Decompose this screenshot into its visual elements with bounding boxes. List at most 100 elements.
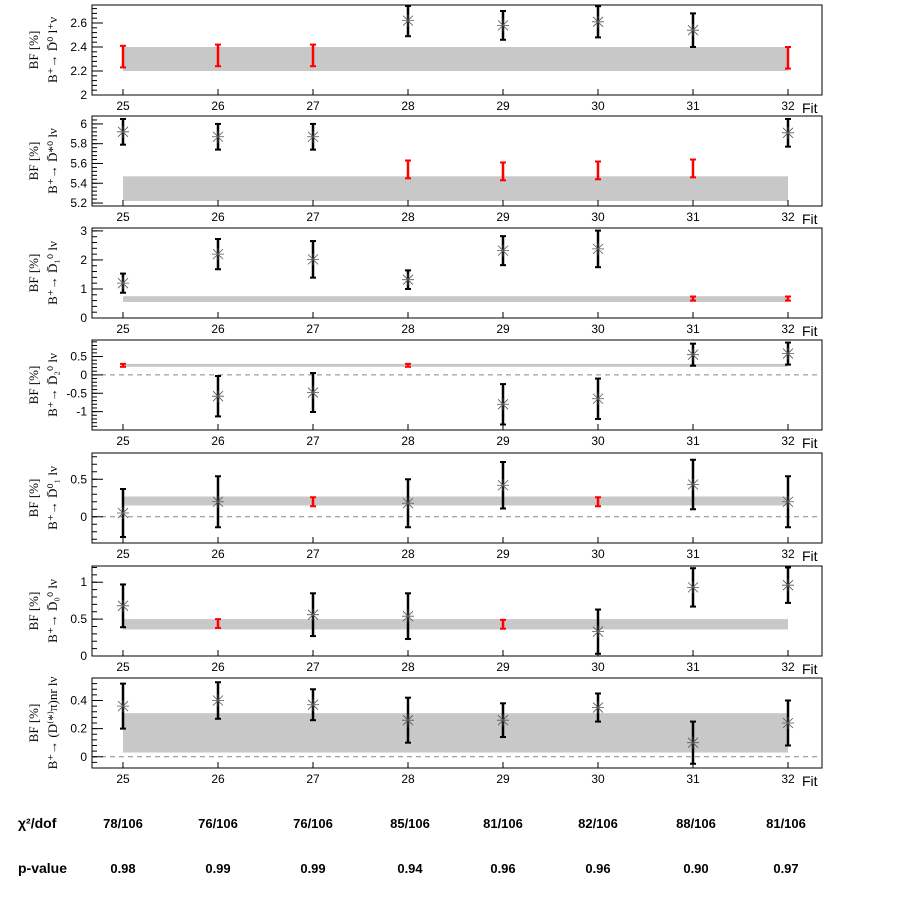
point-marker	[307, 253, 319, 266]
x-tick-label: 28	[401, 210, 415, 224]
x-tick-label: 29	[496, 660, 510, 674]
y-tick-label: 5.8	[70, 137, 87, 151]
x-tick-label: 29	[496, 772, 510, 786]
data-point-fit-30	[592, 5, 604, 39]
x-tick-label: 30	[591, 660, 605, 674]
data-point-fit-32	[782, 117, 794, 148]
point-marker	[212, 248, 224, 261]
data-point-fit-31	[690, 158, 696, 179]
x-tick-label: 28	[401, 434, 415, 448]
x-axis-title: Fit	[802, 435, 818, 451]
data-point-fit-25	[117, 682, 129, 730]
point-marker	[117, 599, 129, 612]
point-marker	[687, 736, 699, 749]
data-point-fit-27	[310, 43, 316, 68]
x-tick-label: 25	[116, 772, 130, 786]
point-marker	[497, 244, 509, 257]
data-point-fit-32	[782, 699, 794, 747]
x-tick-label: 29	[496, 99, 510, 113]
pvalue-value: 0.96	[490, 861, 515, 876]
y-tick-label: 2	[80, 88, 87, 102]
data-point-fit-32	[782, 341, 794, 366]
x-tick-label: 30	[591, 322, 605, 336]
chi2-value: 82/106	[578, 816, 618, 831]
data-point-fit-26	[212, 375, 224, 418]
y-tick-label: 0.2	[70, 722, 87, 736]
data-point-fit-29	[497, 383, 509, 426]
x-tick-label: 28	[401, 660, 415, 674]
point-marker	[117, 507, 129, 519]
y-tick-label: 6	[80, 117, 87, 131]
chart-panel-6: 0 0.5 1 25 26 27 28 29 30 31 32 Fit BF [%] B⁺→ D̄₀⁰ l…	[26, 565, 823, 677]
average-band	[123, 496, 788, 506]
point-marker	[402, 610, 414, 623]
chi2-value: 76/106	[293, 816, 333, 831]
y-tick-label: 0.4	[70, 694, 87, 708]
fit-quality-table: χ²/dof 78/106 76/106 76/106 85/106 81/106 82/…	[18, 815, 806, 876]
y-axis-decay-label: B⁺→ D̄⁰₁ lν	[45, 466, 60, 530]
x-tick-label: 27	[306, 99, 320, 113]
y-axis-title: BF [%]	[26, 704, 41, 743]
data-point-fit-30	[592, 608, 604, 655]
x-tick-label: 31	[686, 434, 700, 448]
data-point-fit-26	[212, 681, 224, 720]
pvalue-value: 0.98	[110, 861, 135, 876]
point-marker	[117, 700, 129, 713]
x-tick-label: 25	[116, 210, 130, 224]
y-axis-title: BF [%]	[26, 479, 41, 518]
y-tick-label: 5.4	[70, 176, 87, 190]
x-tick-label: 27	[306, 210, 320, 224]
pvalue-value: 0.90	[683, 861, 708, 876]
y-axis-decay-label: B⁺→ D̄₀⁰ lν	[45, 579, 60, 643]
data-point-fit-29	[497, 702, 509, 739]
data-point-fit-29	[500, 618, 506, 630]
data-point-fit-25	[120, 44, 126, 69]
x-tick-label: 25	[116, 322, 130, 336]
y-tick-label: 0	[80, 750, 87, 764]
y-tick-label: 2	[80, 253, 87, 267]
chart-panel-3: 0 1 2 3 25 26 27 28 29 30 31 32 Fit BF [%] B⁺→ D̄₁⁰ lν	[26, 224, 823, 339]
pvalue-value: 0.97	[773, 861, 798, 876]
data-point-fit-27	[307, 122, 319, 151]
plot-frame	[91, 339, 823, 431]
x-axis-title: Fit	[802, 100, 818, 116]
y-axis-decay-label: B⁺→ D̄*⁰ lν	[45, 128, 60, 194]
chart-panel-2: 5.2 5.4 5.6 5.8 6 25 26 27 28 29 30 31 32 Fit BF [%] B⁺…	[26, 115, 823, 227]
y-tick-label: 3	[80, 224, 87, 238]
x-tick-label: 31	[686, 99, 700, 113]
x-tick-label: 30	[591, 434, 605, 448]
data-point-fit-25	[117, 488, 129, 538]
point-marker	[212, 694, 224, 707]
x-tick-label: 29	[496, 322, 510, 336]
point-marker	[687, 348, 699, 361]
x-tick-label: 28	[401, 322, 415, 336]
y-tick-label: 0	[80, 510, 87, 524]
data-point-fit-29	[497, 235, 509, 267]
data-point-fit-30	[595, 496, 601, 508]
point-marker	[212, 390, 224, 403]
chart-panel-1: 2 2.2 2.4 2.6 25 26 27 28 29 30 31 32 Fit BF [%] B⁺→ D…	[26, 4, 823, 116]
average-band	[123, 47, 788, 71]
average-band	[123, 713, 788, 753]
y-tick-label: 0	[80, 311, 87, 325]
x-axis-title: Fit	[802, 773, 818, 789]
average-band	[123, 296, 788, 303]
x-tick-label: 26	[211, 99, 225, 113]
chi2-value: 78/106	[103, 816, 143, 831]
data-point-fit-25	[117, 583, 129, 629]
data-point-fit-31	[687, 458, 699, 511]
x-tick-label: 26	[211, 772, 225, 786]
x-tick-label: 32	[781, 210, 795, 224]
data-point-fit-28	[402, 269, 414, 290]
data-point-fit-30	[592, 377, 604, 420]
y-tick-label: 1	[80, 282, 87, 296]
y-axis-title: BF [%]	[26, 366, 41, 405]
data-point-fit-31	[687, 720, 699, 765]
data-point-fit-27	[307, 688, 319, 722]
x-tick-label: 30	[591, 99, 605, 113]
point-marker	[402, 497, 414, 510]
point-marker	[497, 714, 509, 727]
x-tick-label: 28	[401, 99, 415, 113]
point-marker	[687, 478, 699, 491]
